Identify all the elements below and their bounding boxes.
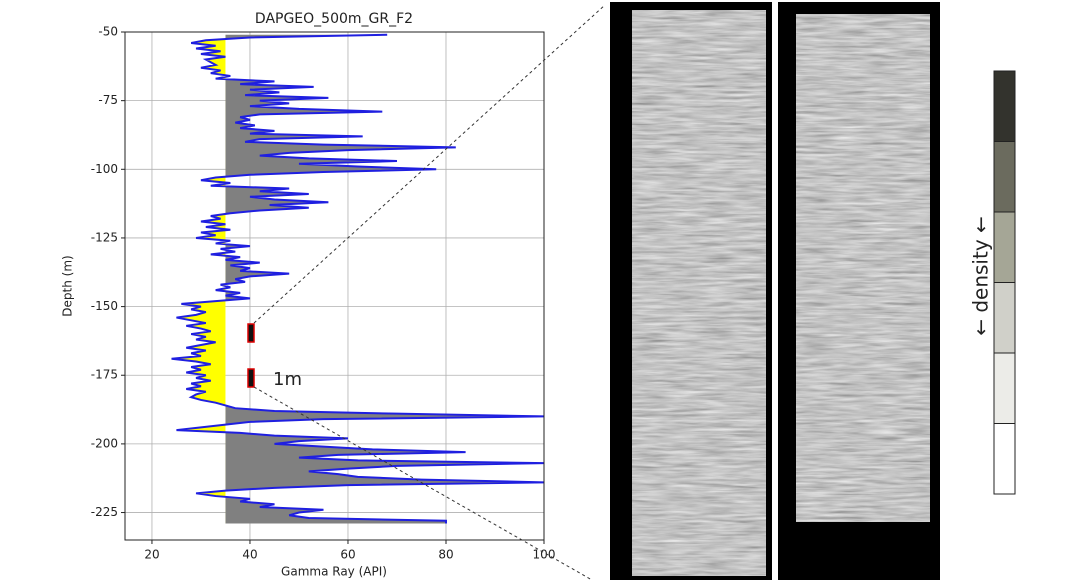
y-tick-label: -125 <box>91 230 118 244</box>
y-tick-label: -100 <box>91 162 118 176</box>
y-tick-label: -50 <box>98 25 118 39</box>
zoom-line <box>253 4 606 324</box>
fill-above-baseline <box>225 34 544 524</box>
density-swatch <box>993 70 1016 142</box>
annotation: 1m <box>273 369 302 390</box>
density-swatch <box>993 282 1016 354</box>
y-axis-label: Depth (m) <box>61 255 75 316</box>
x-axis-label: Gamma Ray (API) <box>281 565 387 579</box>
density-swatch <box>993 211 1016 283</box>
x-tick-label: 100 <box>533 548 556 562</box>
y-tick-label: -225 <box>91 505 118 519</box>
y-tick-label: -150 <box>91 299 118 313</box>
zoom-line <box>253 386 593 580</box>
sample-marker <box>247 323 255 343</box>
y-tick-label: -200 <box>91 436 118 450</box>
y-tick-label: -75 <box>98 93 118 107</box>
x-tick-label: 20 <box>144 548 159 562</box>
x-tick-label: 80 <box>438 548 453 562</box>
y-tick-label: -175 <box>91 368 118 382</box>
ct-scan-2 <box>796 14 930 522</box>
density-scale: ← density ← <box>969 70 1016 495</box>
x-tick-label: 40 <box>242 548 257 562</box>
ct-images <box>610 2 940 580</box>
density-swatch <box>993 352 1016 424</box>
fill-below-baseline <box>171 39 226 497</box>
density-swatch <box>993 141 1016 213</box>
plot-frame <box>124 31 545 541</box>
sample-marker <box>247 368 255 388</box>
density-swatch <box>993 423 1016 495</box>
ct-scan-1 <box>632 10 766 576</box>
x-tick-label: 60 <box>340 548 355 562</box>
chart-title: DAPGEO_500m_GR_F2 <box>255 11 413 27</box>
gamma-ray-line <box>171 33 545 524</box>
density-label: ← density ← <box>969 216 993 336</box>
gamma-ray-chart: DAPGEO_500m_GR_F2 Gamma Ray (API) Depth … <box>61 11 556 579</box>
